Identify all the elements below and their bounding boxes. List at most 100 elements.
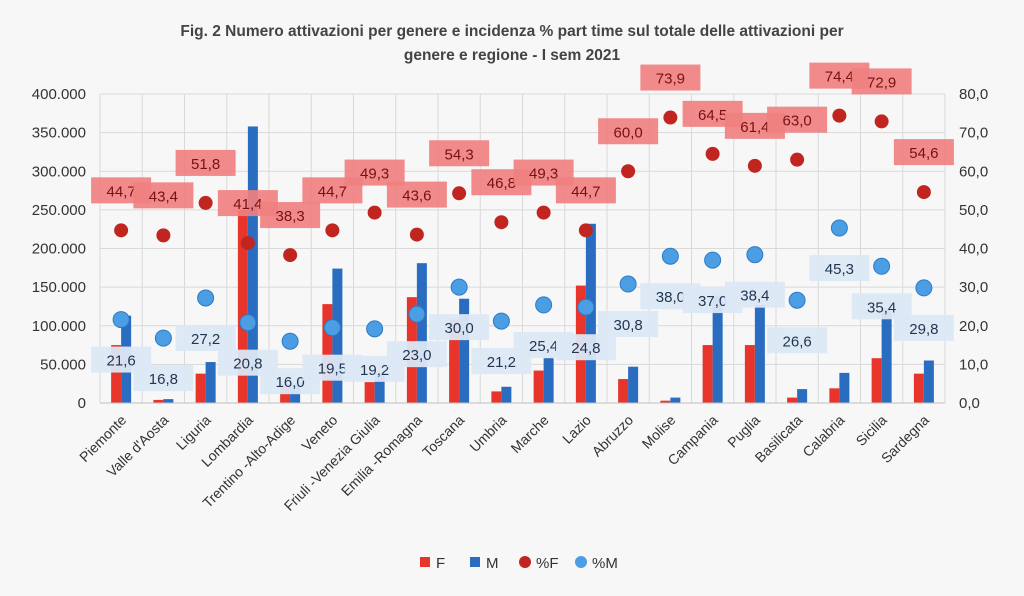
y-left-tick-label: 400.000 (32, 86, 86, 103)
point-f (240, 236, 255, 251)
data-label-m: 19,2 (360, 362, 389, 379)
point-f (578, 223, 593, 238)
x-category-label: Umbria (466, 412, 509, 455)
data-label-f-box (851, 68, 912, 95)
bar-m (332, 268, 343, 403)
data-label-f: 38,3 (276, 208, 305, 225)
data-label-m: 24,8 (571, 340, 600, 357)
legend-swatch (519, 556, 531, 568)
data-label-m: 38,0 (656, 289, 685, 306)
data-label-f: 44,7 (107, 183, 136, 200)
data-label-f-box (344, 159, 405, 186)
y-right-tick-label: 10,0 (959, 356, 988, 373)
bar-f (744, 345, 755, 403)
point-m (873, 257, 891, 275)
x-category-label: Marche (507, 412, 551, 456)
y-left-tick-label: 100.000 (32, 318, 86, 335)
legend-label: M (486, 555, 499, 572)
female-pct-labels: 44,7 43,4 51,8 41,4 38,3 44,7 49,3 43,6 54,3 46,8… (91, 62, 954, 229)
bar-m (374, 373, 385, 403)
bar-m (543, 358, 554, 403)
scatter-points (112, 108, 933, 350)
point-m (323, 319, 341, 337)
point-m (535, 296, 553, 314)
data-label-f-box (893, 139, 954, 166)
data-label-f: 41,4 (233, 196, 262, 213)
data-label-f-box (386, 181, 447, 208)
point-m (492, 312, 510, 330)
y-left-tick-label: 50.000 (40, 356, 86, 373)
point-f (621, 164, 636, 179)
legend: F M %F %M (420, 555, 618, 572)
bar-f (660, 400, 671, 403)
bar-f (237, 209, 248, 403)
data-label-f: 49,3 (529, 166, 558, 183)
bar-m (881, 308, 892, 403)
legend-swatch (420, 557, 430, 567)
point-m (915, 279, 933, 297)
data-label-m: 30,0 (445, 320, 474, 337)
data-label-m: 23,0 (402, 347, 431, 364)
male-pct-labels: 21,6 16,8 27,2 20,8 16,0 19,5 19,2 23,0 30,0 21,2… (91, 255, 954, 395)
legend-swatch (575, 556, 587, 568)
data-label-m-box (809, 255, 870, 282)
data-label-f: 54,6 (909, 145, 938, 162)
legend-swatch (470, 557, 480, 567)
data-label-m: 16,0 (276, 374, 305, 391)
data-label-f: 74,4 (825, 69, 854, 86)
data-label-f-box (598, 118, 659, 145)
bar-m (205, 362, 216, 403)
bar-f (702, 345, 713, 403)
point-f (705, 146, 720, 161)
y-left-tick-label: 150.000 (32, 279, 86, 296)
bar-f (533, 370, 544, 403)
data-label-m: 35,4 (867, 299, 896, 316)
data-label-f: 54,3 (445, 146, 474, 163)
point-m (366, 320, 384, 338)
data-label-m-box (893, 314, 954, 341)
point-m (154, 329, 172, 347)
data-label-f: 64,5 (698, 107, 727, 124)
y-right-tick-label: 80,0 (959, 86, 988, 103)
chart-title-line-1: Fig. 2 Numero attivazioni per genere e i… (180, 23, 844, 40)
x-category-label: Basilicata (752, 412, 806, 466)
bar-m (754, 304, 765, 403)
point-f (663, 110, 678, 125)
data-label-m: 30,8 (614, 317, 643, 334)
data-label-f: 43,4 (149, 188, 178, 205)
data-label-m: 38,4 (740, 288, 769, 305)
data-label-f: 61,4 (740, 119, 769, 136)
x-category-label: Emilia -Romagna (338, 412, 425, 499)
data-label-f: 44,7 (571, 183, 600, 200)
data-label-f: 60,0 (614, 124, 643, 141)
point-m (619, 275, 637, 293)
bar-m (839, 372, 850, 403)
point-m (281, 332, 299, 350)
data-label-f: 51,8 (191, 156, 220, 173)
x-category-label: Puglia (724, 412, 763, 451)
bar-m (628, 366, 639, 403)
data-label-f-box (429, 140, 490, 167)
y-left-tick-label: 250.000 (32, 202, 86, 219)
x-category-label: Molise (639, 412, 679, 452)
point-m (239, 314, 257, 332)
point-m (661, 247, 679, 265)
point-m (112, 311, 130, 329)
bar-f (195, 373, 206, 403)
bar-m (501, 386, 512, 403)
data-label-f: 44,7 (318, 183, 347, 200)
bar-m (416, 263, 427, 403)
data-label-m-box (767, 327, 828, 354)
bar-m (923, 360, 934, 403)
bar-f (871, 358, 882, 403)
point-f (790, 152, 805, 167)
point-f (536, 205, 551, 220)
bar-m (797, 389, 808, 403)
y-right-tick-label: 60,0 (959, 163, 988, 180)
y-right-tick-label: 20,0 (959, 318, 988, 335)
point-m (577, 298, 595, 316)
data-label-f: 46,8 (487, 175, 516, 192)
bar-m (247, 126, 258, 403)
point-m (746, 246, 764, 264)
